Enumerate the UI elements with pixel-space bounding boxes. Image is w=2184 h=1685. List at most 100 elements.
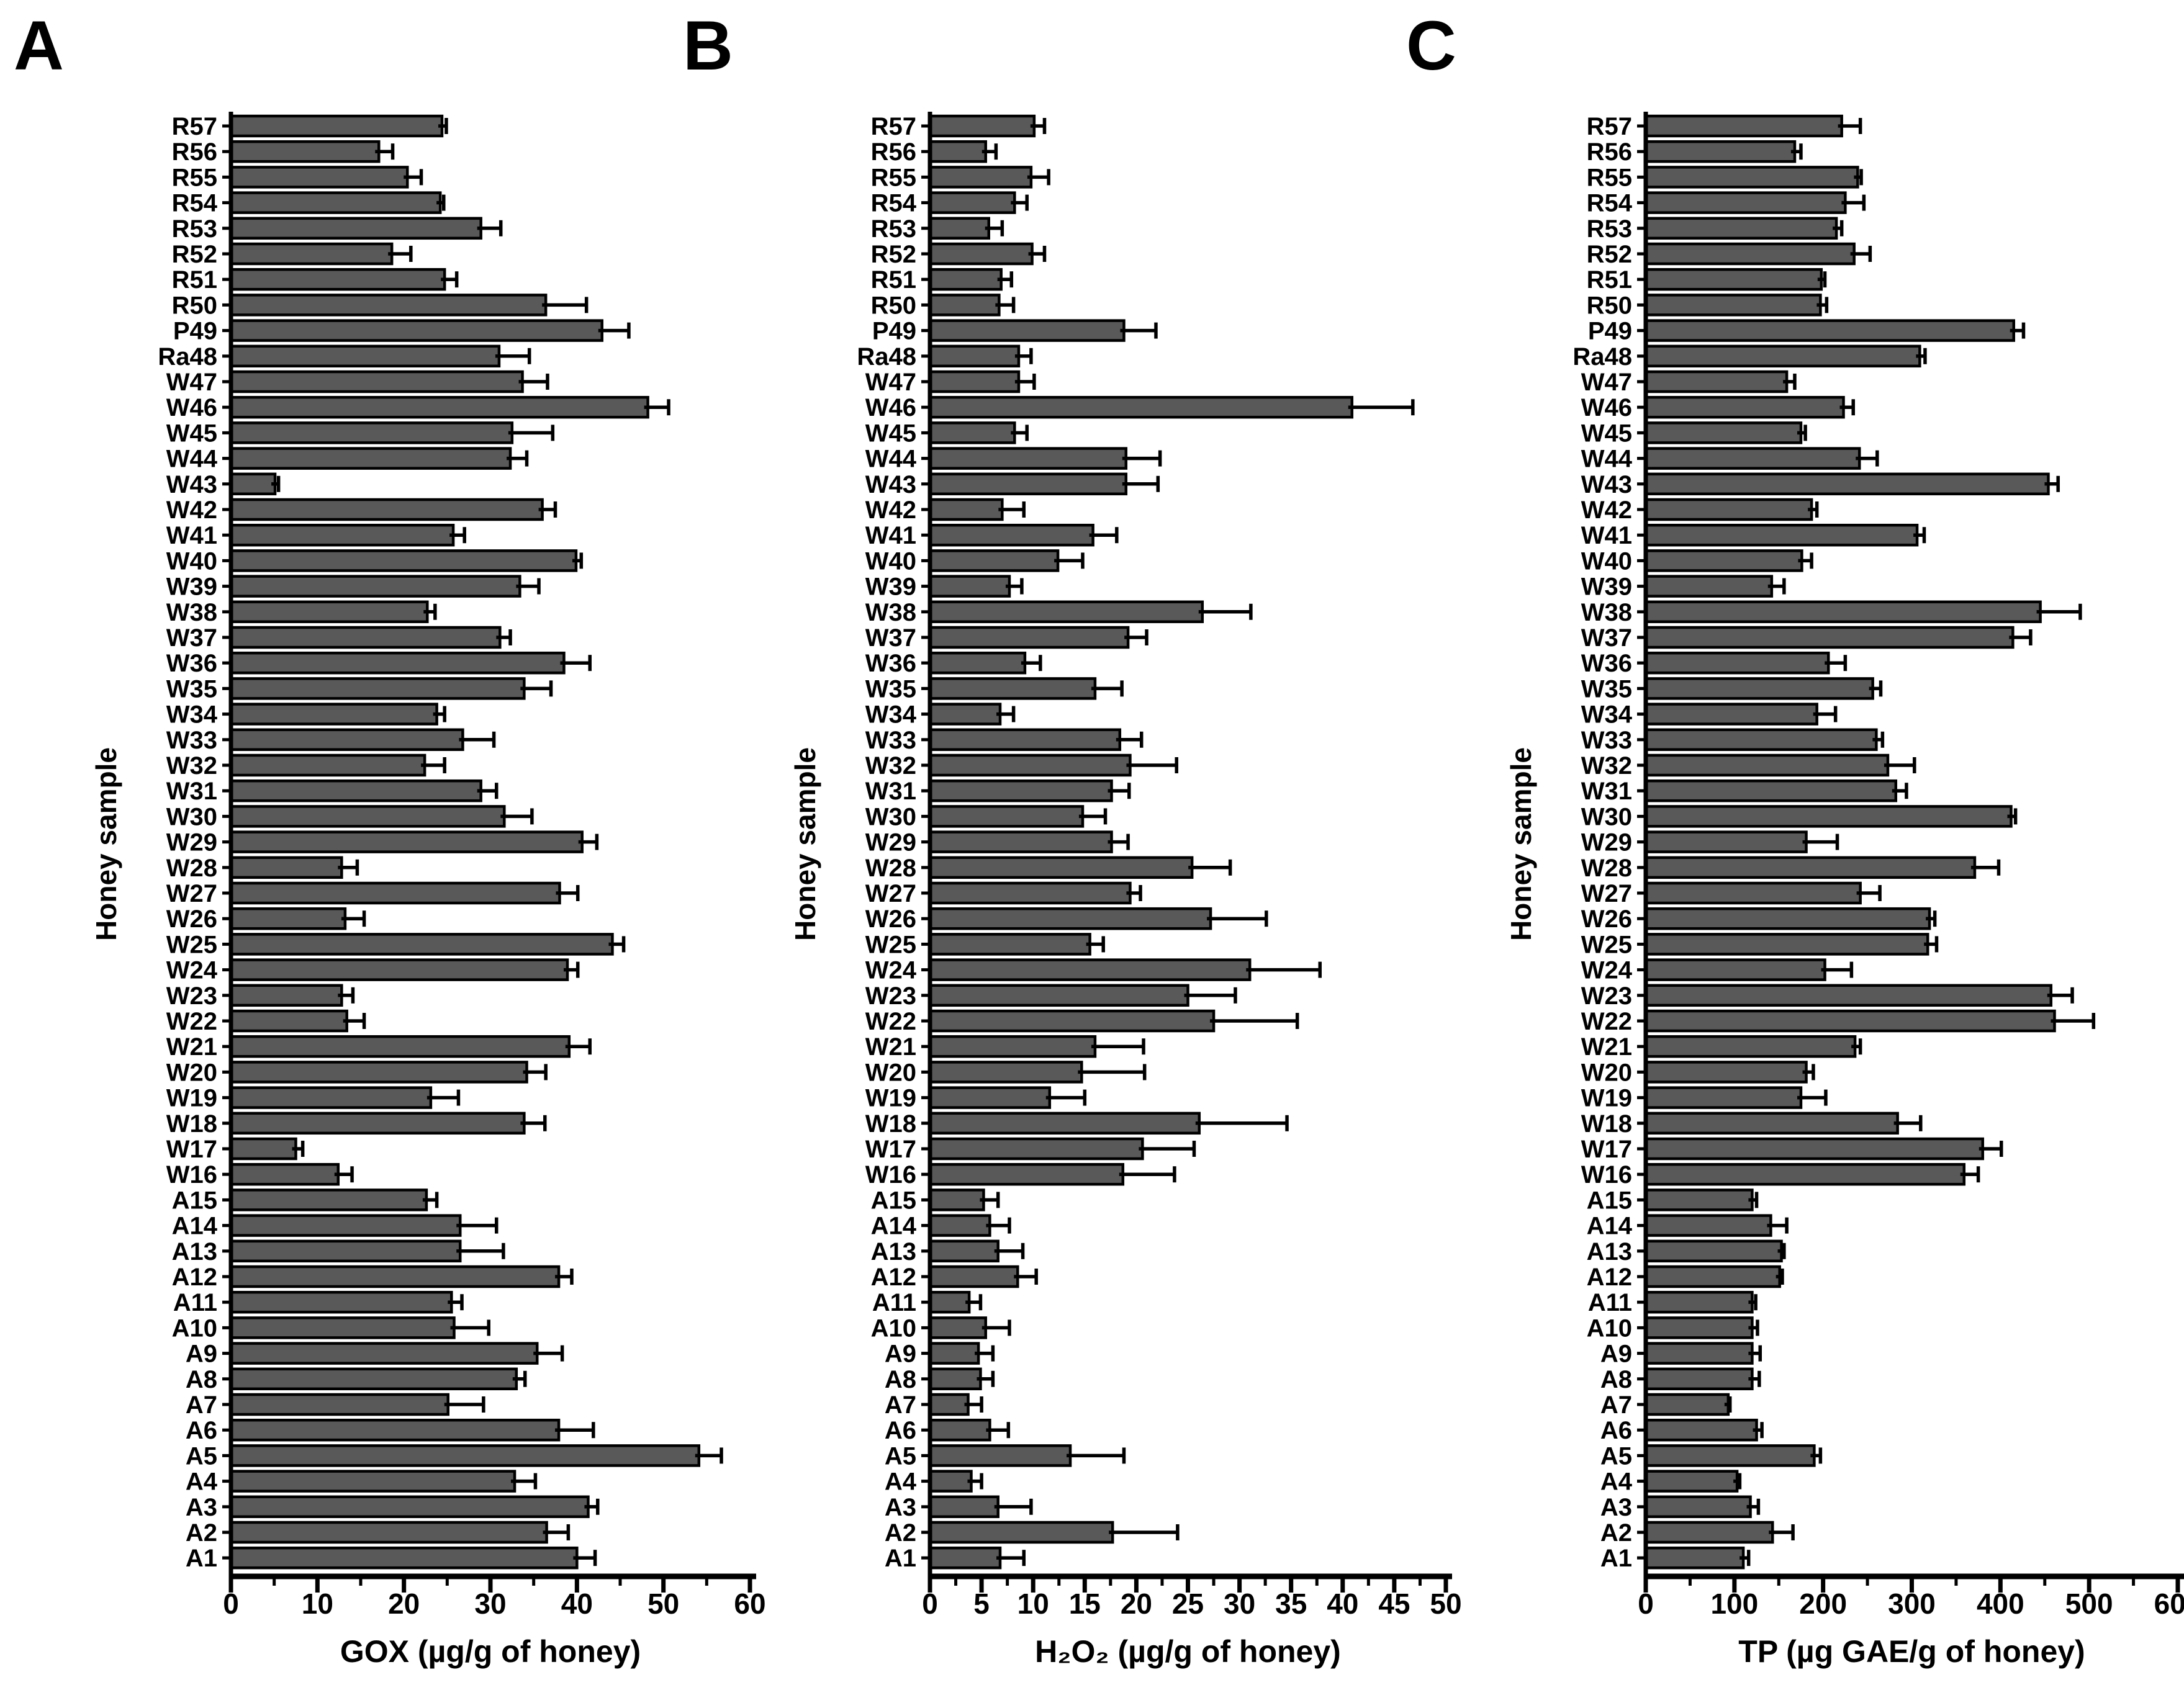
category-label: A1 [1600,1545,1632,1572]
bar [229,1061,528,1084]
bar [928,600,1204,624]
bar [1644,600,2042,624]
x-tick-label: 25 [1172,1588,1204,1620]
category-label: W31 [865,778,916,805]
category-label: W27 [1581,880,1632,907]
category-label: A8 [186,1366,217,1393]
category-label: W17 [1581,1136,1632,1163]
category-label: W25 [1581,931,1632,958]
category-label: A2 [885,1519,916,1547]
category-label: W41 [865,522,916,549]
category-label: W46 [865,394,916,421]
bar [1644,294,1822,317]
bar [1644,703,1818,726]
category-label: W47 [865,369,916,396]
bar [928,242,1034,266]
category-label: P49 [1588,318,1632,345]
bar [229,958,569,981]
bar [229,677,526,700]
category-label: W26 [865,905,916,933]
bar [1644,984,2052,1007]
category-label: W21 [1581,1033,1632,1061]
bar [229,1086,433,1109]
bar [928,575,1011,598]
category-label: A14 [172,1213,218,1240]
bar [1644,549,1803,572]
x-tick-label: 100 [1710,1588,1758,1620]
category-label: R55 [1587,164,1632,191]
bar [1644,421,1803,444]
category-label: W31 [1581,778,1632,805]
bar [1644,1342,1754,1365]
bar [229,805,506,828]
x-tick-label: 20 [388,1588,420,1620]
bar [229,549,578,572]
category-label: A15 [1587,1187,1632,1214]
category-label: A3 [1600,1494,1632,1521]
category-label: R54 [1587,190,1633,217]
category-label: W42 [1581,497,1632,524]
x-axis-title: TP (µg GAE/g of honey) [1738,1634,2085,1669]
bar [928,267,1003,291]
x-tick-label: 60 [734,1588,765,1620]
bar [229,881,561,905]
x-tick-label: 600 [2154,1588,2184,1620]
category-label: W43 [865,471,916,498]
bar [1644,1162,1966,1186]
category-label: W24 [865,957,917,984]
x-tick-label: 10 [302,1588,333,1620]
category-label: W24 [1581,957,1633,984]
bar [229,1112,526,1135]
category-label: R56 [172,138,217,166]
bar [229,600,429,624]
category-label: W41 [1581,522,1632,549]
bar [229,1342,539,1365]
category-label: W20 [865,1059,916,1086]
category-label: W28 [1581,855,1632,882]
bar [1644,728,1878,752]
bar [229,1546,579,1570]
bar [928,1214,991,1237]
category-label: W26 [166,905,217,933]
bar [928,677,1097,700]
x-axis-title: H₂O₂ (µg/g of honey) [1035,1634,1341,1669]
category-label: W36 [865,650,916,677]
bar [928,395,1354,419]
bar [229,498,544,521]
category-label: W39 [1581,573,1632,601]
category-label: W40 [865,547,916,575]
category-label: R50 [172,292,217,319]
bar [1644,1290,1754,1314]
category-label: W46 [166,394,217,421]
category-label: W44 [166,446,218,473]
bar [229,1214,462,1237]
bar [928,344,1021,368]
x-tick-label: 0 [1638,1588,1654,1620]
category-label: A15 [871,1187,916,1214]
bar [1644,1444,1816,1467]
category-label: R53 [871,215,916,243]
bar [928,1418,991,1442]
chart-panel-b: R57R56R55R54R53R52R51R50P49Ra48W47W46W45… [789,112,1462,1669]
y-axis-title: Honey sample [789,747,821,941]
y-axis-title: Honey sample [90,747,122,941]
category-label: P49 [173,318,217,345]
category-label: R55 [172,164,217,191]
bar [928,1470,973,1493]
category-label: W18 [1581,1110,1632,1138]
panel-label-c: C [1406,7,1456,84]
bar [229,575,521,598]
x-tick-label: 30 [1224,1588,1255,1620]
category-label: W44 [1581,446,1633,473]
category-label: A5 [885,1442,916,1470]
bar [1644,1316,1754,1339]
category-label: W37 [1581,624,1632,652]
bar [928,447,1128,470]
bar [928,779,1113,802]
bar [229,1265,561,1288]
category-label: A9 [1600,1341,1632,1368]
category-label: W30 [166,803,217,830]
category-label: R52 [871,241,916,268]
category-label: R51 [871,266,916,294]
x-tick-label: 400 [1977,1588,2024,1620]
